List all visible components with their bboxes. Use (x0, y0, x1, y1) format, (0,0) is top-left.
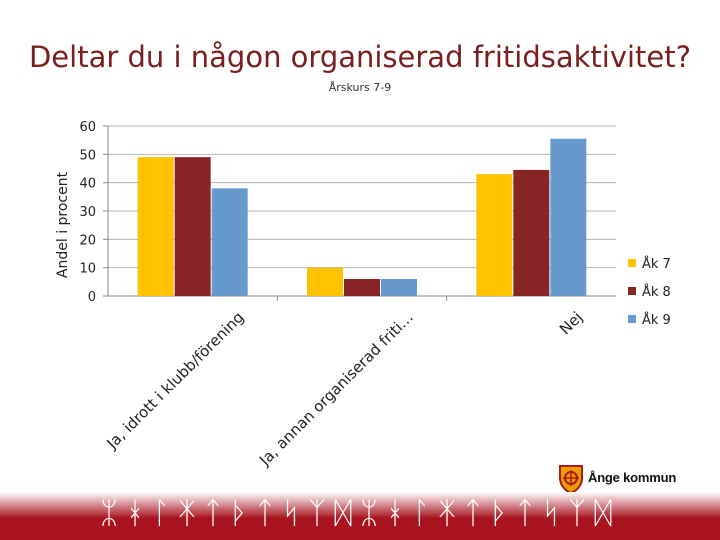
bar-chart: 0 10 20 30 40 50 60 Andel i procent Ja, idrott i… (55, 120, 671, 470)
legend-swatch (628, 287, 636, 295)
legend-swatch (628, 315, 636, 323)
slide-title: Deltar du i någon organiserad fritidsakt… (28, 40, 692, 74)
rune-footer-banner: ᛯᚼᛚᛡᛏᚦᛏᛋᛉᛞᛯᚼᛚᛡᛏᚦᛏᛋᛉᛞ (0, 492, 720, 540)
legend-label: Åk 8 (642, 284, 671, 300)
bar-åk-7-1 (137, 157, 174, 296)
legend-swatch (628, 259, 636, 267)
bar-åk-7-3 (476, 174, 513, 296)
y-tick-label: 40 (79, 177, 96, 192)
municipal-shield-icon (559, 465, 583, 495)
bar-åk-9-2 (381, 279, 417, 296)
bar-åk-7-2 (307, 267, 343, 296)
bar-åk-8-2 (344, 279, 380, 296)
footer-runes: ᛯᚼᛚᛡᛏᚦᛏᛋᛉᛞᛯᚼᛚᛡᛏᚦᛏᛋᛉᛞ (100, 496, 620, 531)
y-tick-label: 30 (79, 205, 96, 220)
bar-åk-8-1 (174, 157, 211, 296)
y-tick-label: 60 (79, 120, 96, 135)
bar-åk-8-3 (513, 169, 550, 296)
logo-text: Ånge kommun (588, 470, 677, 485)
legend-label: Åk 9 (642, 312, 671, 328)
y-tick-label: 10 (79, 262, 96, 277)
ange-kommun-logo: Ånge kommun (558, 464, 698, 496)
x-tick-label: Nej (556, 308, 586, 338)
bar-åk-9-1 (211, 188, 248, 296)
y-tick-label: 50 (79, 148, 96, 163)
x-tick-label: Ja, idrott i klubb/förening (103, 308, 248, 453)
y-axis-label: Andel i procent (55, 171, 71, 278)
x-tick-label: Ja, annan organiserad friti… (255, 308, 417, 470)
y-tick-label: 20 (79, 233, 96, 248)
bar-åk-9-3 (550, 138, 587, 296)
legend-label: Åk 7 (642, 256, 671, 272)
y-tick-label: 0 (88, 290, 96, 305)
slide-subtitle: Årskurs 7-9 (328, 81, 392, 94)
